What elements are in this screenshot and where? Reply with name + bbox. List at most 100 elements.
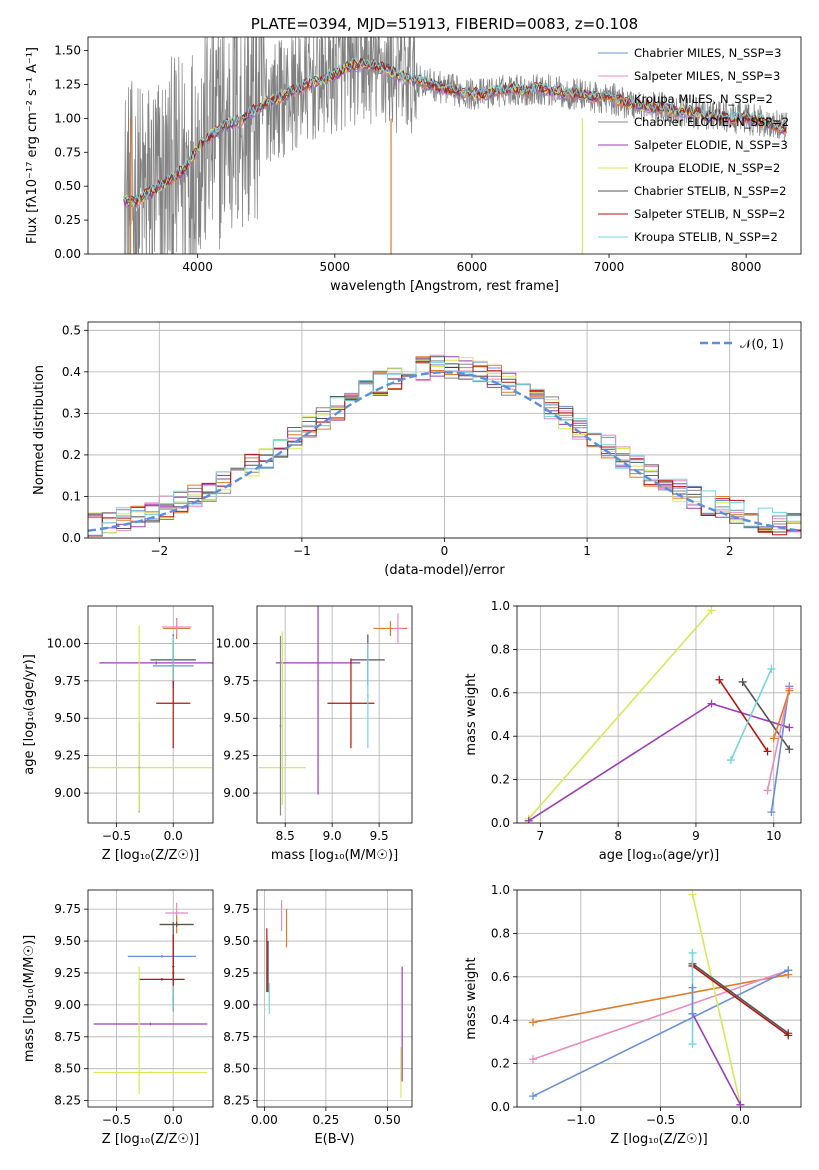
tick-label-y: 9.00 (54, 786, 81, 800)
plot-area (88, 354, 801, 537)
x-axis-label: Z [log₁₀(Z/Z☉)] (610, 1132, 707, 1147)
tick-label-x: 7000 (594, 260, 625, 274)
tick-label-x: 1 (583, 544, 591, 558)
tick-label-x: 6000 (457, 260, 488, 274)
tick-label-y: 0.0 (491, 816, 510, 830)
axes-frame (516, 889, 802, 1108)
weight-marker (767, 808, 776, 817)
axes-frame (256, 889, 413, 1108)
grid (517, 605, 801, 824)
weight-marker (688, 890, 697, 899)
tick-label-y: 0.4 (62, 365, 81, 379)
tick-label-y: 9.75 (223, 902, 250, 916)
axes-mass_vs_Z: −0.5 0.0 8.25 8.50 8.75 9.00 9.25 9.50 9.75 Z [lo… (22, 889, 214, 1147)
tick-label-x: 2 (726, 544, 734, 558)
tick-label-x: 5000 (320, 260, 351, 274)
legend-entry: 𝒩(0, 1) (740, 337, 784, 351)
tick-label-y: 9.50 (223, 934, 250, 948)
chart-title: PLATE=0394, MJD=51913, FIBERID=0083, z=0… (251, 15, 638, 33)
residual-histogram (88, 356, 801, 537)
x-axis-label: Z [log₁₀(Z/Z☉)] (102, 848, 199, 863)
model-spectrum-line (123, 57, 788, 206)
tick-label-y: 8.75 (223, 1030, 250, 1044)
weight-marker (528, 1055, 537, 1064)
weight-marker (688, 983, 697, 992)
tick-label-y: 0.3 (62, 406, 81, 420)
weight-line (773, 690, 791, 739)
weight-line (766, 688, 791, 791)
tick-label-x: 0.25 (313, 1113, 340, 1127)
axes-frame (87, 605, 214, 824)
weight-marker (785, 686, 794, 695)
tick-label-y: 9.00 (223, 786, 250, 800)
weight-marker (715, 675, 724, 684)
weight-line (528, 609, 713, 820)
tick-label-x: −0.5 (646, 1113, 675, 1127)
legend-entry: Chabrier ELODIE, N_SSP=2 (634, 115, 789, 129)
y-axis-label: mass weight (464, 673, 479, 755)
tick-label-y: 9.50 (54, 711, 81, 725)
legend-entry: Salpeter ELODIE, N_SSP=3 (634, 138, 788, 152)
tick-label-y: 0.6 (491, 970, 510, 984)
weight-marker (738, 677, 747, 686)
tick-label-y: 9.00 (223, 998, 250, 1012)
tick-label-x: 8.5 (276, 829, 295, 843)
axes-spectrum: 4000 5000 6000 7000 8000 0.00 0.25 0.50 0.75 1.00… (25, 15, 802, 294)
axes-residuals: −2 −1 0 1 2 0.0 0.1 0.2 0.3 0.4 0.5 (data-model)/er… (32, 321, 802, 578)
axes-weight_vs_age: 7 8 9 10 0.0 0.2 0.4 0.6 0.8 1.0 age [log₁₀(age/yr… (464, 599, 802, 863)
legend: 𝒩(0, 1) (700, 337, 784, 351)
weight-line (692, 965, 789, 1037)
x-axis-label: age [log₁₀(age/yr)] (599, 848, 720, 863)
tick-label-y: 9.25 (223, 966, 250, 980)
weight-line (692, 963, 789, 1034)
tick-label-y: 0.2 (491, 773, 510, 787)
tick-label-y: 9.75 (54, 674, 81, 688)
weight-line (770, 686, 791, 813)
tick-label-y: 0.2 (62, 448, 81, 462)
weight-marker (528, 1092, 537, 1101)
axes-weight_vs_Z: −1.0 −0.5 0.0 0.0 0.2 0.4 0.6 0.8 1.0 Z [log₁₀(Z/… (464, 883, 802, 1147)
tick-label-y: 0.0 (491, 1100, 510, 1114)
x-axis-label: wavelength [Angstrom, rest frame] (330, 279, 559, 294)
tick-label-x: 10 (766, 829, 781, 843)
tick-label-y: 9.25 (54, 749, 81, 763)
tick-label-x: 8 (614, 829, 622, 843)
grid (88, 606, 213, 823)
axes-frame (87, 321, 802, 539)
weight-marker (707, 699, 716, 708)
tick-label-y: 0.1 (62, 489, 81, 503)
tick-label-y: 8.50 (54, 1062, 81, 1076)
weight-marker (688, 1040, 697, 1049)
weight-marker (784, 1031, 793, 1040)
weight-marker (726, 756, 735, 765)
tick-label-x: 0.0 (164, 1113, 183, 1127)
axes-frame (87, 889, 214, 1108)
tick-label-x: −1.0 (566, 1113, 595, 1127)
plot-area (88, 617, 213, 813)
tick-label-y: 9.75 (54, 902, 81, 916)
weight-marker (785, 745, 794, 754)
tick-label-y: 9.50 (223, 711, 250, 725)
tick-label-x: 4000 (182, 260, 213, 274)
weight-marker (784, 966, 793, 975)
plot-area (528, 890, 793, 1107)
x-axis-label: (data-model)/error (384, 563, 505, 578)
weight-marker (528, 1018, 537, 1027)
tick-label-x: 9 (692, 829, 700, 843)
weight-marker (524, 816, 533, 823)
y-axis-label: mass [log₁₀(M/M☉)] (22, 935, 37, 1062)
tick-label-y: 0.75 (54, 145, 81, 159)
tick-label-y: 8.25 (223, 1094, 250, 1108)
weight-line (718, 679, 769, 752)
tick-label-y: 0.0 (62, 531, 81, 545)
x-axis-label: mass [log₁₀(M/M☉)] (271, 848, 398, 863)
tick-label-x: −2 (150, 544, 168, 558)
tick-label-y: 0.4 (491, 729, 510, 743)
tick-label-x: 0.0 (164, 829, 183, 843)
axes-frame (516, 605, 802, 824)
tick-label-y: 0.00 (54, 247, 81, 261)
weight-marker (767, 664, 776, 673)
tick-label-y: 10.00 (216, 636, 250, 650)
legend: Chabrier MILES, N_SSP=3 Salpeter MILES, N… (598, 46, 789, 244)
tick-label-x: −0.5 (102, 829, 131, 843)
